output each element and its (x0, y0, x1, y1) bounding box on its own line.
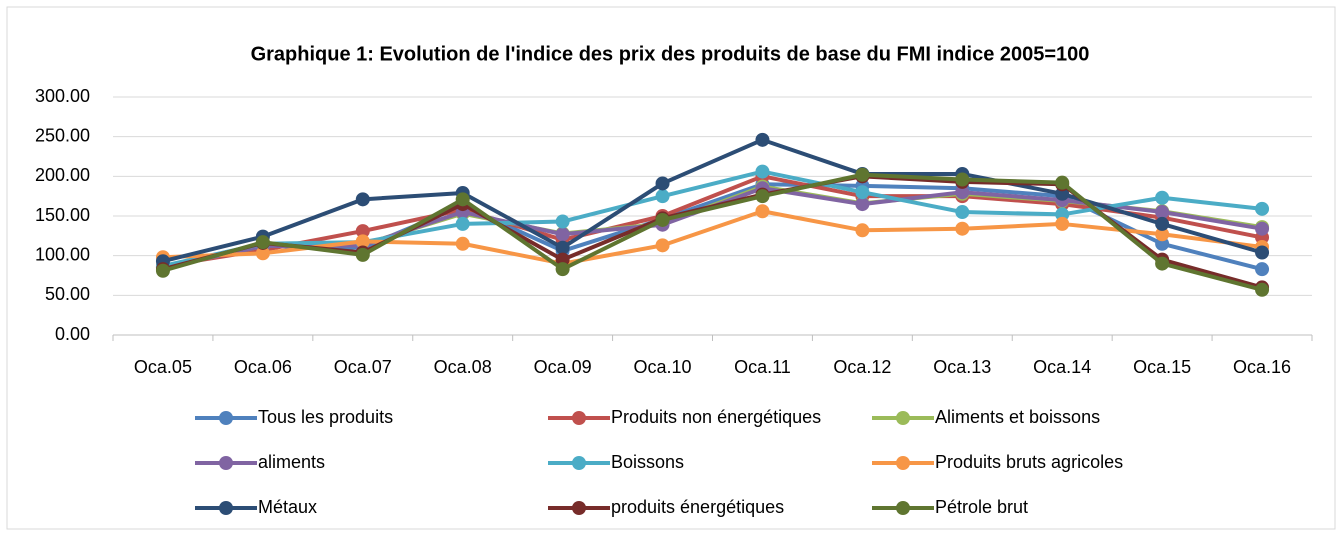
x-tick-label: Oca.10 (634, 357, 692, 377)
series-line (162, 172, 1263, 292)
data-point (355, 234, 370, 249)
x-tick-label: Oca.13 (933, 357, 991, 377)
data-point (855, 167, 870, 182)
data-point (555, 240, 570, 255)
legend-label: Aliments et boissons (935, 407, 1100, 427)
y-tick-label: 100.00 (35, 244, 90, 264)
x-tick-label: Oca.15 (1133, 357, 1191, 377)
data-point (1155, 190, 1170, 205)
data-point (1255, 282, 1270, 297)
legend-label: Boissons (611, 452, 684, 472)
data-point (655, 212, 670, 227)
data-point (1055, 175, 1070, 190)
data-point (855, 185, 870, 200)
data-point (355, 192, 370, 207)
data-point (455, 192, 470, 207)
legend-marker (572, 456, 586, 470)
data-point (955, 205, 970, 220)
y-tick-label: 300.00 (35, 86, 90, 106)
legend-label: Métaux (258, 497, 317, 517)
data-point (1255, 201, 1270, 216)
data-point (355, 224, 370, 239)
data-point (755, 189, 770, 204)
data-point (755, 164, 770, 179)
data-point (755, 204, 770, 219)
data-point (155, 263, 170, 278)
y-tick-label: 250.00 (35, 125, 90, 145)
data-point (555, 227, 570, 242)
legend-marker (896, 501, 910, 515)
x-tick-label: Oca.11 (734, 357, 791, 377)
data-point (955, 172, 970, 187)
x-tick-label: Oca.14 (1033, 357, 1091, 377)
data-point (1155, 256, 1170, 271)
data-point (555, 262, 570, 277)
data-point (455, 236, 470, 251)
data-point (655, 176, 670, 191)
legend-label: Produits bruts agricoles (935, 452, 1123, 472)
data-point (255, 235, 270, 250)
y-tick-label: 150.00 (35, 205, 90, 225)
series-line (162, 174, 1263, 268)
x-tick-label: Oca.12 (833, 357, 891, 377)
legend-label: produits énergétiques (611, 497, 784, 517)
legend-marker (896, 456, 910, 470)
data-point (555, 214, 570, 229)
data-point (1155, 216, 1170, 231)
data-point (355, 247, 370, 262)
legend-marker (572, 411, 586, 425)
data-point (1255, 245, 1270, 260)
data-point (1155, 205, 1170, 220)
x-tick-label: Oca.16 (1233, 357, 1291, 377)
data-point (1255, 262, 1270, 277)
data-point (1155, 227, 1170, 242)
y-tick-label: 200.00 (35, 165, 90, 185)
x-tick-label: Oca.05 (134, 357, 192, 377)
legend-label: aliments (258, 452, 325, 472)
data-point (655, 189, 670, 204)
data-point (855, 197, 870, 212)
data-point (755, 132, 770, 147)
legend-marker (219, 456, 233, 470)
y-tick-label: 0.00 (55, 324, 90, 344)
legend-marker (896, 411, 910, 425)
chart-title: Graphique 1: Evolution de l'indice des p… (251, 43, 1090, 65)
data-point (855, 223, 870, 238)
data-point (455, 216, 470, 231)
chart-border (6, 6, 1336, 530)
data-point (1255, 221, 1270, 236)
data-point (655, 238, 670, 253)
x-tick-label: Oca.09 (534, 357, 592, 377)
legend-label: Tous les produits (258, 407, 393, 427)
data-point (955, 221, 970, 236)
legend-marker (572, 501, 586, 515)
x-tick-label: Oca.07 (334, 357, 392, 377)
legend-label: Produits non énergétiques (611, 407, 821, 427)
x-tick-label: Oca.08 (434, 357, 492, 377)
legend-marker (219, 411, 233, 425)
legend-marker (219, 501, 233, 515)
data-point (955, 185, 970, 200)
series-line (162, 209, 1263, 266)
data-point (1055, 216, 1070, 231)
data-point (255, 246, 270, 261)
x-tick-label: Oca.06 (234, 357, 292, 377)
legend-label: Pétrole brut (935, 497, 1028, 517)
y-tick-label: 50.00 (45, 284, 90, 304)
